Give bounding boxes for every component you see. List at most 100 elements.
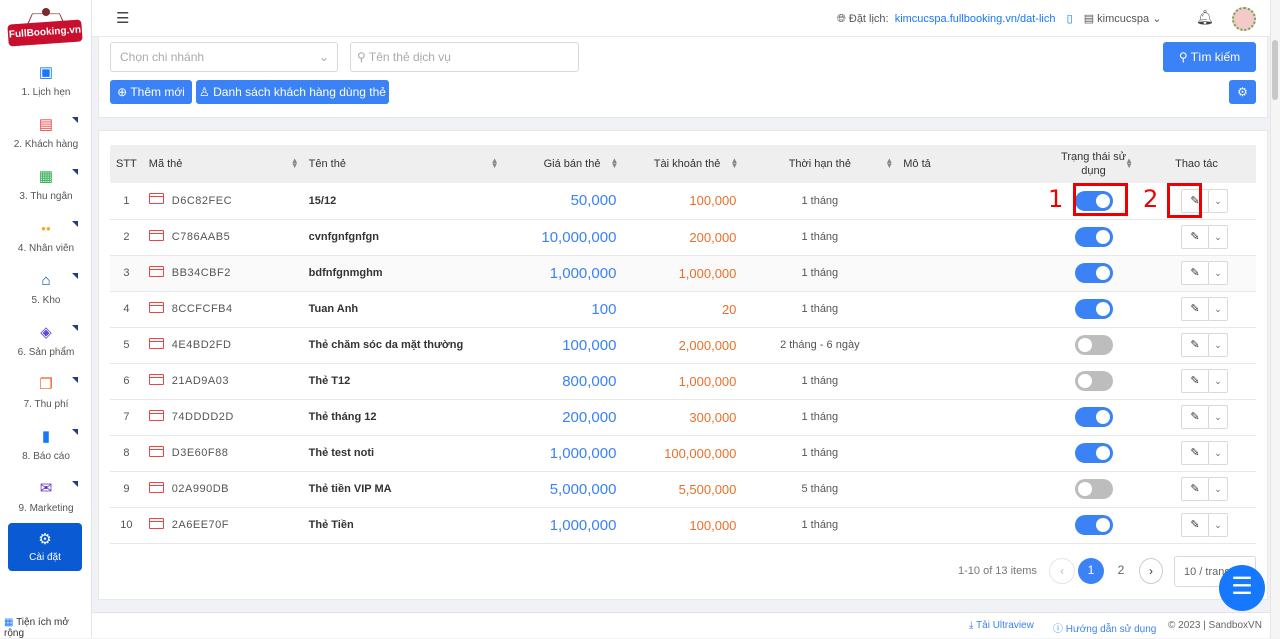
card-customers-button[interactable]: ♙ Danh sách khách hàng dùng thẻ bbox=[196, 80, 389, 104]
more-actions-dropdown[interactable]: ⌄ bbox=[1208, 369, 1228, 393]
card-name: Thẻ chăm sóc da mặt thường bbox=[302, 327, 503, 364]
annotation-box-2 bbox=[1167, 183, 1202, 218]
chevron-down-icon[interactable]: ⌄ bbox=[1152, 13, 1162, 25]
search-button[interactable]: ⚲ Tìm kiếm bbox=[1163, 42, 1256, 72]
column-header: Thao tác bbox=[1137, 145, 1256, 183]
status-toggle[interactable] bbox=[1074, 227, 1113, 247]
sidebar-item-2[interactable]: ▤ 2. Khách hàng bbox=[13, 116, 79, 151]
scrollbar[interactable] bbox=[1270, 0, 1280, 638]
more-actions-dropdown[interactable]: ⌄ bbox=[1208, 441, 1228, 465]
column-header[interactable]: Trạng thái sử dụng ▲ ▼ bbox=[1050, 145, 1138, 183]
branch-select[interactable]: Chọn chi nhánh ⌄ bbox=[110, 42, 338, 72]
sort-icon[interactable]: ▲ ▼ bbox=[610, 156, 619, 170]
sidebar-item-1[interactable]: ▣ 1. Lịch hẹn bbox=[21, 64, 71, 99]
sort-icon[interactable]: ▲ ▼ bbox=[1125, 156, 1134, 170]
expand-indicator bbox=[72, 325, 78, 331]
row-index: 4 bbox=[110, 291, 143, 328]
more-actions-dropdown[interactable]: ⌄ bbox=[1208, 297, 1228, 321]
more-actions-dropdown[interactable]: ⌄ bbox=[1208, 261, 1228, 285]
sort-icon[interactable]: ▲ ▼ bbox=[490, 156, 499, 170]
logo[interactable]: FullBooking.vn bbox=[7, 8, 83, 47]
more-actions-dropdown[interactable]: ⌄ bbox=[1208, 225, 1228, 249]
sort-icon[interactable]: ▲ ▼ bbox=[290, 156, 299, 170]
column-header[interactable]: Thời hạn thẻ ▲ ▼ bbox=[742, 145, 898, 183]
column-header[interactable]: Mã thẻ ▲ ▼ bbox=[142, 145, 303, 183]
guide-link[interactable]: ⓘ Hướng dẫn sử dụng bbox=[1053, 624, 1157, 635]
add-new-button[interactable]: ⊕ Thêm mới bbox=[110, 80, 192, 104]
card-code-cell: D6C82FEC bbox=[142, 183, 303, 220]
sidebar-item-7[interactable]: ❐ 7. Thu phí bbox=[0, 377, 92, 429]
column-header[interactable]: Tài khoản thẻ ▲ ▼ bbox=[622, 145, 743, 183]
credit-card-icon bbox=[148, 409, 164, 421]
card-name: Thẻ test noti bbox=[302, 435, 503, 472]
status-toggle[interactable] bbox=[1074, 263, 1113, 283]
menu-collapse-icon[interactable]: ☰ bbox=[116, 10, 130, 27]
pencil-icon: ✎ bbox=[1190, 411, 1200, 423]
more-actions-dropdown[interactable]: ⌄ bbox=[1208, 513, 1228, 537]
chevron-down-icon: ⌄ bbox=[1214, 304, 1222, 314]
edit-button[interactable]: ✎ bbox=[1181, 188, 1209, 213]
status-toggle[interactable] bbox=[1074, 443, 1113, 463]
column-header[interactable]: Giá bán thẻ ▲ ▼ bbox=[502, 145, 623, 183]
status-toggle[interactable] bbox=[1074, 515, 1113, 535]
page-2-button[interactable]: 2 bbox=[1117, 563, 1125, 577]
settings-button[interactable]: ⚙ bbox=[1229, 80, 1256, 104]
sidebar-item-3[interactable]: ▦ 3. Thu ngân bbox=[0, 169, 92, 221]
edit-button[interactable]: ✎ bbox=[1181, 477, 1209, 501]
sidebar-item-8[interactable]: ▮ 8. Báo cáo bbox=[0, 429, 92, 481]
status-toggle[interactable] bbox=[1074, 371, 1113, 391]
gear-icon: ⚙ bbox=[1237, 85, 1248, 99]
copy-icon[interactable]: ▯ bbox=[1066, 13, 1073, 25]
booking-url-link[interactable]: kimcucspa.fullbooking.vn/dat-lich bbox=[894, 13, 1056, 25]
pencil-icon: ✎ bbox=[1190, 519, 1200, 531]
card-duration: 1 tháng bbox=[742, 255, 898, 292]
status-toggle[interactable] bbox=[1074, 335, 1113, 355]
edit-button[interactable]: ✎ bbox=[1181, 225, 1209, 249]
pencil-icon: ✎ bbox=[1190, 303, 1200, 315]
card-description bbox=[897, 291, 1051, 328]
sort-icon[interactable]: ▲ ▼ bbox=[730, 156, 739, 170]
extensions-link[interactable]: ▦ Tiện ích mở rộng bbox=[4, 617, 69, 639]
edit-button[interactable]: ✎ bbox=[1181, 297, 1209, 321]
table-row: 10 2A6EE70F Thẻ Tiền 1,000,000 100,000 1… bbox=[110, 507, 1256, 544]
sidebar-item-6[interactable]: ◈ 6. Sản phẩm bbox=[0, 325, 92, 377]
more-actions-dropdown[interactable]: ⌄ bbox=[1208, 333, 1228, 357]
edit-button[interactable]: ✎ bbox=[1181, 369, 1209, 393]
page-1-button[interactable]: 1 bbox=[1078, 558, 1104, 584]
credit-card-icon bbox=[148, 481, 164, 493]
card-duration: 1 tháng bbox=[742, 219, 898, 256]
edit-button[interactable]: ✎ bbox=[1181, 513, 1209, 537]
card-account: 300,000 bbox=[622, 399, 743, 436]
floating-menu-button[interactable]: ☰ bbox=[1219, 565, 1265, 611]
status-toggle[interactable] bbox=[1074, 190, 1113, 211]
edit-button[interactable]: ✎ bbox=[1181, 441, 1209, 465]
card-duration: 1 tháng bbox=[742, 183, 898, 220]
card-account: 200,000 bbox=[622, 219, 743, 256]
prev-page-button[interactable]: ‹ bbox=[1049, 558, 1075, 584]
status-toggle[interactable] bbox=[1074, 299, 1113, 319]
mail-icon: ✉ bbox=[39, 480, 53, 497]
more-actions-dropdown[interactable]: ⌄ bbox=[1208, 188, 1228, 213]
edit-button[interactable]: ✎ bbox=[1181, 261, 1209, 285]
column-header[interactable]: Tên thẻ ▲ ▼ bbox=[302, 145, 503, 183]
status-toggle[interactable] bbox=[1074, 479, 1113, 499]
more-actions-dropdown[interactable]: ⌄ bbox=[1208, 405, 1228, 429]
status-toggle[interactable] bbox=[1074, 407, 1113, 427]
sidebar-item-4[interactable]: ●● 4. Nhân viên bbox=[0, 221, 92, 273]
help-circle-icon: ⓘ bbox=[1053, 624, 1063, 635]
sidebar-item-9[interactable]: ✉ 9. Marketing bbox=[0, 481, 92, 533]
sort-icon[interactable]: ▲ ▼ bbox=[885, 156, 894, 170]
card-description bbox=[897, 255, 1051, 292]
pencil-icon: ✎ bbox=[1190, 267, 1200, 279]
avatar[interactable] bbox=[1232, 7, 1256, 31]
bell-icon[interactable]: 🔔︎ bbox=[1196, 9, 1214, 25]
sidebar-item-settings[interactable]: ⚙ Cài đặt bbox=[8, 523, 82, 571]
more-actions-dropdown[interactable]: ⌄ bbox=[1208, 477, 1228, 501]
sidebar-item-5[interactable]: ⌂ 5. Kho bbox=[0, 273, 92, 325]
store-selector[interactable]: kimcucspa bbox=[1097, 13, 1150, 25]
edit-button[interactable]: ✎ bbox=[1181, 405, 1209, 429]
ultraview-link[interactable]: ⤓ Tải Ultraview bbox=[969, 620, 1034, 631]
next-page-button[interactable]: › bbox=[1139, 558, 1163, 584]
edit-button[interactable]: ✎ bbox=[1181, 333, 1209, 357]
service-name-input[interactable]: ⚲ Tên thẻ dịch vụ bbox=[350, 42, 579, 72]
